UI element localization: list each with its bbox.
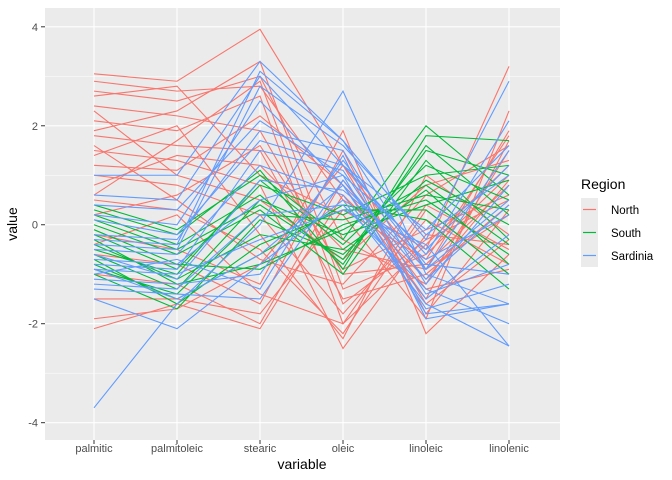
x-tick-label: stearic [244, 443, 277, 455]
series-line-sardinia [93, 204, 510, 325]
x-axis-title: variable [277, 456, 326, 472]
series-line-south [93, 164, 510, 275]
series-line-north [93, 149, 510, 350]
series-line-south [93, 179, 510, 310]
series-line-sardinia [93, 164, 510, 300]
legend-label-sardinia: Sardinia [611, 251, 654, 263]
series-line-sardinia [93, 209, 510, 347]
series-line-sardinia [93, 159, 510, 285]
series-line-north [93, 115, 510, 301]
series-line-sardinia [93, 120, 510, 251]
series-line-sardinia [93, 154, 510, 320]
series-line-sardinia [93, 100, 510, 271]
series-line-south [93, 209, 510, 305]
series-line-north [93, 125, 510, 340]
legend-label-south: South [611, 228, 641, 240]
x-axis: palmitic palmitoleic stearic oleic linoleic l… [75, 440, 529, 455]
series-line-north [93, 145, 510, 285]
series-line-sardinia [94, 60, 510, 241]
y-tick-label: 4 [32, 22, 38, 34]
x-tick-label: oleic [332, 443, 355, 455]
y-tick-label: -4 [28, 418, 38, 430]
series-line-sardinia [93, 149, 510, 295]
series-line-south [93, 184, 510, 285]
x-tick-label: linoleic [409, 443, 443, 455]
y-axis: 4 2 0 -2 -4 [28, 22, 45, 430]
series-line-north [93, 174, 510, 315]
x-tick-label: palmitoleic [151, 443, 203, 455]
series-line-north [93, 28, 510, 271]
data-lines [93, 28, 510, 409]
legend: Region North South Sardinia [581, 176, 654, 267]
y-tick-label: 0 [32, 220, 38, 232]
series-line-sardinia [93, 89, 510, 409]
series-line-south [93, 124, 510, 241]
x-tick-label: palmitic [75, 443, 113, 455]
series-line-north [93, 60, 510, 290]
legend-label-north: North [611, 205, 639, 217]
series-line-sardinia [93, 179, 510, 280]
series-line-sardinia [93, 174, 510, 315]
series-line-sardinia [93, 184, 510, 310]
y-tick-label: -2 [28, 319, 38, 331]
series-line-sardinia [93, 179, 510, 300]
series-line-sardinia [93, 75, 510, 256]
y-axis-title: value [4, 207, 20, 241]
series-line-north [93, 179, 510, 330]
series-line-north [93, 85, 510, 320]
series-line-sardinia [93, 70, 510, 271]
series-line-sardinia [93, 139, 510, 236]
series-line-sardinia [93, 85, 510, 251]
x-tick-label: linolenic [489, 443, 529, 455]
legend-title: Region [581, 176, 625, 192]
series-line-sardinia [93, 199, 510, 347]
series-line-sardinia [93, 130, 510, 286]
series-line-north [93, 179, 510, 325]
series-line-north [93, 164, 510, 320]
y-tick-label: 2 [32, 121, 38, 133]
